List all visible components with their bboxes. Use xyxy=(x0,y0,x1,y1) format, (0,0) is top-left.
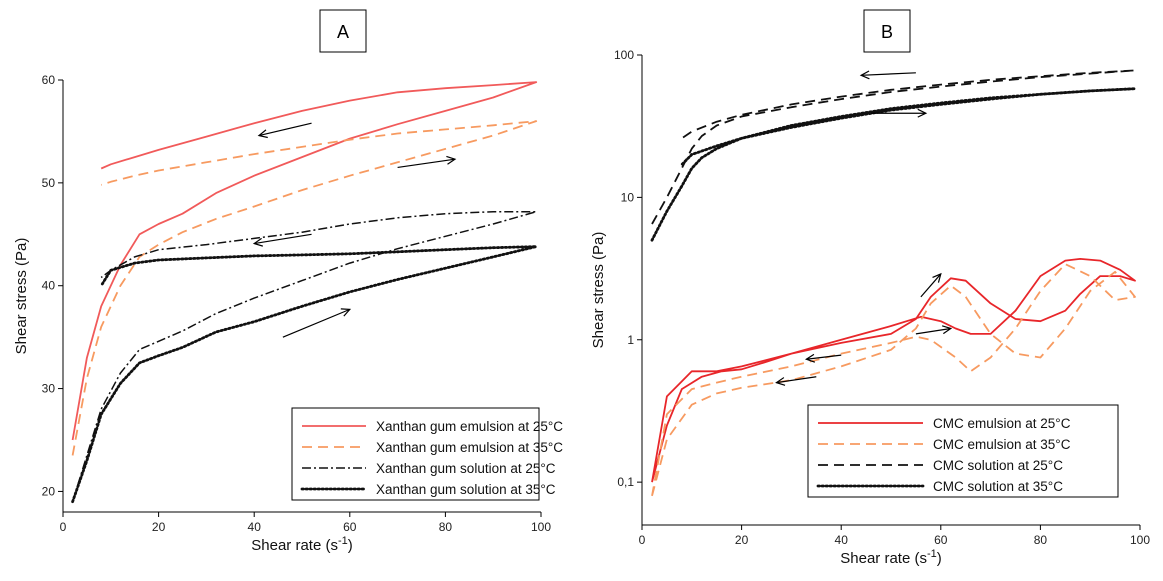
panel-label-text: A xyxy=(337,22,349,42)
chart-panel-b: 0 20 40 60 80 100 0,1 1 10 100 Shear rate (s-1) She… xyxy=(590,9,1150,567)
panel-label-text: B xyxy=(881,22,893,42)
x-tick-label: 20 xyxy=(152,520,166,534)
y-tick-label: 40 xyxy=(42,279,56,293)
panel-label: A xyxy=(319,9,367,53)
y-tick-label: 30 xyxy=(42,382,56,396)
x-tick-label: 20 xyxy=(735,533,749,547)
y-tick-label: 20 xyxy=(42,484,56,498)
x-tick-label: 0 xyxy=(639,533,646,547)
x-tick-label: 100 xyxy=(1130,533,1150,547)
y-tick-label: 60 xyxy=(42,73,56,87)
legend: Xanthan gum emulsion at 25°C Xanthan gum … xyxy=(291,407,563,501)
direction-arrow-icon xyxy=(871,108,928,118)
legend-label: CMC emulsion at 35°C xyxy=(933,437,1071,452)
direction-arrow-icon xyxy=(397,155,457,169)
x-tick-label: 100 xyxy=(531,520,551,534)
series-line-3 xyxy=(651,69,1136,225)
x-tick-label: 60 xyxy=(934,533,948,547)
y-axis-label: Shear stress (Pa) xyxy=(590,232,607,349)
legend-label: Xanthan gum solution at 35°C xyxy=(376,482,556,497)
legend-label: CMC solution at 35°C xyxy=(933,479,1063,494)
y-tick-label: 100 xyxy=(614,48,634,62)
series-line-2 xyxy=(71,120,538,456)
x-axis-label: Shear rate (s-1) xyxy=(251,535,353,554)
direction-arrow-icon xyxy=(252,233,312,247)
x-tick-label: 40 xyxy=(835,533,849,547)
direction-arrow-icon xyxy=(775,376,817,386)
y-tick-label: 10 xyxy=(621,190,635,204)
direction-arrow-icon xyxy=(257,122,312,139)
legend-label: Xanthan gum solution at 25°C xyxy=(376,461,556,476)
legend-label: Xanthan gum emulsion at 35°C xyxy=(376,440,563,455)
panel-label: B xyxy=(863,9,911,53)
y-tick-label: 0,1 xyxy=(617,475,634,489)
direction-arrow-icon xyxy=(804,353,842,363)
direction-arrow-icon xyxy=(282,308,352,338)
y-tick-label: 50 xyxy=(42,176,56,190)
direction-arrow-icon xyxy=(920,272,942,298)
legend-label: CMC emulsion at 25°C xyxy=(933,416,1071,431)
legend-label: CMC solution at 25°C xyxy=(933,458,1063,473)
legend-box xyxy=(291,407,540,501)
x-tick-label: 0 xyxy=(60,520,67,534)
direction-arrow-icon xyxy=(859,70,916,80)
legend-box xyxy=(807,404,1119,498)
series-line-4 xyxy=(650,87,1137,242)
x-tick-label: 40 xyxy=(248,520,262,534)
legend-label: Xanthan gum emulsion at 25°C xyxy=(376,419,563,434)
legend: CMC emulsion at 25°C CMC emulsion at 35°C… xyxy=(807,404,1119,498)
x-tick-label: 80 xyxy=(1034,533,1048,547)
direction-arrow-icon xyxy=(915,325,953,335)
series-line-4 xyxy=(71,245,538,504)
series-line-3 xyxy=(71,210,537,502)
y-tick-label: 1 xyxy=(627,333,634,347)
series-line-1 xyxy=(651,257,1136,483)
x-tick-label: 60 xyxy=(343,520,357,534)
x-axis-label: Shear rate (s-1) xyxy=(840,548,942,567)
y-axis-label: Shear stress (Pa) xyxy=(13,238,30,355)
x-tick-label: 80 xyxy=(439,520,453,534)
series-line-1 xyxy=(71,81,538,441)
series-line-2 xyxy=(651,263,1136,497)
